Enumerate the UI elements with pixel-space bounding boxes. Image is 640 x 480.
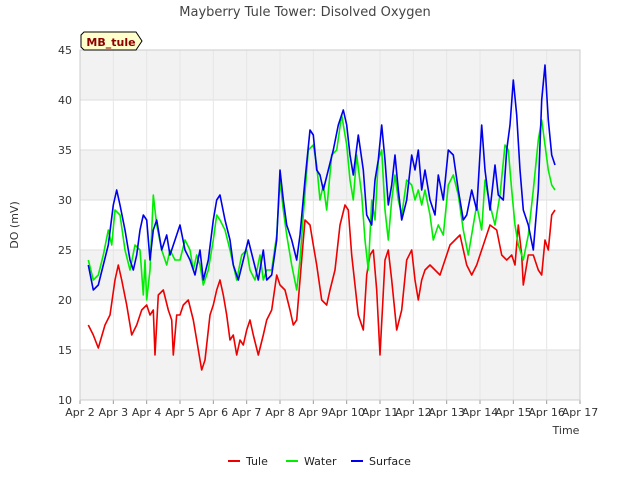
y-tick-label: 30 (58, 194, 72, 207)
y-tick-label: 25 (58, 244, 72, 257)
x-tick-label: Apr 6 (199, 406, 229, 419)
y-tick-label: 20 (58, 294, 72, 307)
legend-item-water: Water (286, 455, 337, 468)
x-tick-label: Apr 11 (362, 406, 399, 419)
x-tick-label: Apr 9 (299, 406, 329, 419)
y-tick-label: 35 (58, 144, 72, 157)
x-tick-label: Apr 7 (232, 406, 262, 419)
plot-frame (79, 49, 581, 401)
legend-item-surface: Surface (351, 455, 411, 468)
x-tick-label: Apr 10 (328, 406, 365, 419)
grid-band (80, 50, 580, 100)
x-tick-label: Apr 12 (395, 406, 432, 419)
x-tick-label: Apr 4 (132, 406, 162, 419)
x-tick-label: Apr 8 (265, 406, 295, 419)
legend: Tule Water Surface (228, 455, 411, 468)
x-tick-label: Apr 17 (562, 406, 599, 419)
station-label: MB_tule (86, 36, 135, 49)
y-tick-label: 40 (58, 94, 72, 107)
y-tick-label: 45 (58, 44, 72, 57)
x-tick-label: Apr 16 (528, 406, 565, 419)
station-tag: MB_tule (80, 31, 143, 51)
y-axis-label: DO (mV) (8, 201, 21, 248)
series-line-surface (87, 64, 556, 291)
legend-label: Tule (245, 455, 268, 468)
x-tick-label: Apr 15 (495, 406, 532, 419)
x-tick-label: Apr 5 (165, 406, 195, 419)
chart-title: Mayberry Tule Tower: Disolved Oxygen (179, 5, 430, 20)
x-tick-label: Apr 14 (462, 406, 499, 419)
legend-label: Water (304, 455, 337, 468)
x-tick-label: Apr 13 (428, 406, 465, 419)
x-axis-label: Time (552, 424, 580, 437)
legend-item-tule: Tule (228, 455, 268, 468)
grid-band (80, 350, 580, 400)
y-tick-label: 15 (58, 344, 72, 357)
y-tick-label: 10 (58, 394, 72, 407)
x-tick-label: Apr 3 (99, 406, 129, 419)
legend-label: Surface (369, 455, 411, 468)
series-line-tule (87, 204, 556, 371)
x-tick-label: Apr 2 (65, 406, 95, 419)
